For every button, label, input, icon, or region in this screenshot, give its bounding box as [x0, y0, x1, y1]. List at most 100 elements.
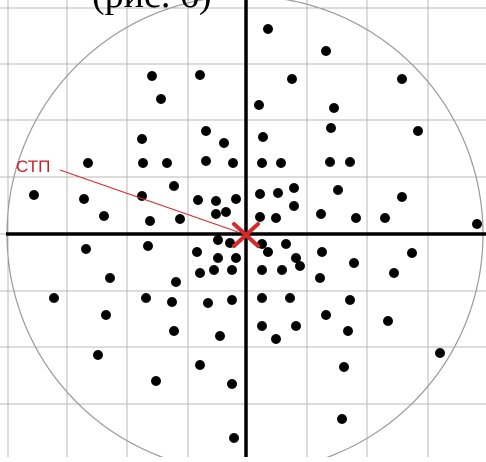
hit-point — [337, 414, 347, 424]
hit-point — [211, 209, 221, 219]
hit-point — [83, 158, 93, 168]
hit-point — [227, 265, 237, 275]
hit-point — [257, 158, 267, 168]
hit-point — [79, 194, 89, 204]
hit-point — [231, 194, 241, 204]
hit-point — [141, 293, 151, 303]
hit-point — [257, 321, 267, 331]
hit-points — [29, 24, 482, 443]
hit-point — [263, 24, 273, 34]
hit-point — [227, 379, 237, 389]
hit-point — [326, 123, 336, 133]
hit-point — [289, 201, 299, 211]
hit-point — [156, 94, 166, 104]
hit-point — [329, 103, 339, 113]
hit-point — [195, 268, 205, 278]
hit-point — [345, 157, 355, 167]
hit-point — [169, 326, 179, 336]
hit-point — [317, 247, 327, 257]
hit-point — [349, 258, 359, 268]
hit-point — [413, 126, 423, 136]
hit-point — [203, 298, 213, 308]
hit-point — [213, 253, 223, 263]
hit-point — [397, 192, 407, 202]
hit-point — [229, 433, 239, 443]
hit-point — [49, 293, 59, 303]
hit-point — [255, 212, 265, 222]
hit-point — [257, 265, 267, 275]
hit-point — [380, 213, 390, 223]
hit-point — [291, 253, 301, 263]
hit-point — [287, 74, 297, 84]
hit-point — [215, 331, 225, 341]
hit-point — [277, 265, 287, 275]
hit-point — [271, 213, 281, 223]
hit-point — [271, 334, 281, 344]
hit-point — [99, 211, 109, 221]
center-point-mark — [232, 222, 260, 248]
hit-point — [175, 214, 185, 224]
hit-point — [167, 297, 177, 307]
hit-point — [209, 265, 219, 275]
hit-point — [291, 321, 301, 331]
hit-point — [143, 241, 153, 251]
hit-point — [257, 293, 267, 303]
hit-point — [193, 195, 203, 205]
hit-point — [101, 310, 111, 320]
hit-point — [407, 248, 417, 258]
hit-point — [29, 190, 39, 200]
hit-point — [227, 295, 237, 305]
hit-point — [316, 209, 326, 219]
hit-point — [258, 132, 268, 142]
hit-point — [228, 158, 238, 168]
hit-point — [219, 138, 229, 148]
hit-point — [281, 239, 291, 249]
hit-point — [321, 46, 331, 56]
hit-point — [435, 348, 445, 358]
hit-point — [333, 185, 343, 195]
hit-point — [211, 196, 221, 206]
hit-point — [472, 219, 482, 229]
hit-point — [389, 268, 399, 278]
hit-point — [343, 326, 353, 336]
hit-point — [263, 247, 273, 257]
hit-point — [276, 158, 286, 168]
hit-point — [169, 181, 179, 191]
hit-point — [201, 156, 211, 166]
hit-point — [137, 191, 147, 201]
hit-point — [285, 293, 295, 303]
hit-point — [138, 158, 148, 168]
cut-off-caption: (рис. 6) — [92, 0, 212, 14]
hit-point — [201, 126, 211, 136]
hit-point — [213, 235, 223, 245]
hit-point — [231, 253, 241, 263]
hit-point — [81, 244, 91, 254]
hit-point — [321, 310, 331, 320]
hit-point — [151, 376, 161, 386]
label-leader-line — [59, 169, 239, 233]
hit-point — [397, 74, 407, 84]
hit-point — [351, 213, 361, 223]
hit-point — [93, 350, 103, 360]
hit-point — [295, 261, 305, 271]
hit-point — [289, 183, 299, 193]
hit-point — [147, 71, 157, 81]
hit-point — [255, 189, 265, 199]
hit-point — [137, 134, 147, 144]
center-point-label: СТП — [16, 157, 50, 176]
hit-point — [345, 295, 355, 305]
hit-point — [171, 277, 181, 287]
hit-point — [192, 247, 202, 257]
hit-point — [383, 316, 393, 326]
hit-point — [195, 70, 205, 80]
hit-point — [145, 216, 155, 226]
hit-point — [195, 360, 205, 370]
hit-point — [325, 157, 335, 167]
hit-point — [315, 273, 325, 283]
hit-point — [339, 362, 349, 372]
hit-point — [254, 100, 264, 110]
hit-point — [105, 273, 115, 283]
